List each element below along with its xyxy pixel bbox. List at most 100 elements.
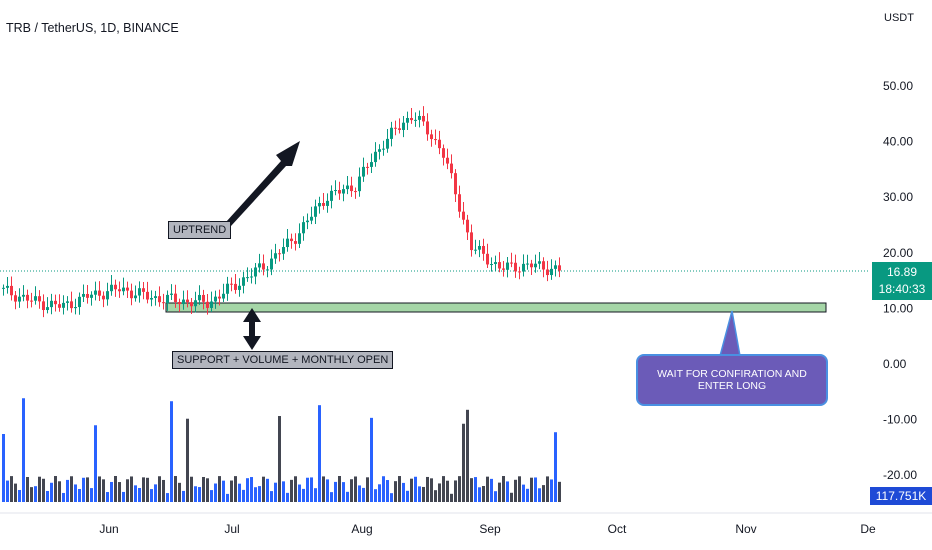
volume-bar bbox=[46, 491, 49, 502]
candle-body bbox=[150, 298, 153, 300]
candle-body bbox=[302, 222, 305, 234]
candle-body bbox=[238, 285, 241, 290]
candle-body bbox=[218, 296, 221, 299]
volume-bar bbox=[26, 477, 29, 502]
candle-body bbox=[26, 294, 29, 301]
candle-body bbox=[538, 261, 541, 264]
volume-bar bbox=[90, 488, 93, 502]
volume-bar bbox=[254, 487, 257, 502]
volume-bar bbox=[302, 488, 305, 502]
volume-bar bbox=[138, 488, 141, 502]
volume-bar bbox=[390, 493, 393, 502]
candle-body bbox=[170, 293, 173, 295]
candle-body bbox=[354, 191, 357, 193]
candle-body bbox=[534, 263, 537, 268]
candle-body bbox=[506, 262, 509, 270]
candle-body bbox=[286, 238, 289, 248]
candle-body bbox=[514, 262, 517, 272]
volume-bar bbox=[410, 478, 413, 502]
candle-body bbox=[330, 190, 333, 201]
candle-body bbox=[134, 295, 137, 299]
candle-body bbox=[74, 307, 77, 309]
volume-bar bbox=[446, 480, 449, 502]
candles bbox=[2, 106, 561, 318]
candle-body bbox=[434, 139, 437, 141]
candle-body bbox=[186, 299, 189, 303]
candle-body bbox=[34, 296, 37, 301]
volume-bar bbox=[506, 481, 509, 502]
volume-bar bbox=[526, 488, 529, 502]
candle-body bbox=[38, 296, 41, 302]
volume-bar bbox=[158, 476, 161, 502]
volume-bar bbox=[258, 486, 261, 502]
volume-bar bbox=[370, 417, 373, 502]
volume-bar bbox=[10, 476, 13, 502]
volume-bar bbox=[470, 478, 473, 502]
volume-bar bbox=[426, 476, 429, 502]
volume-bar bbox=[326, 479, 329, 502]
volume-bar bbox=[414, 476, 417, 502]
volume-bar bbox=[278, 416, 281, 502]
candle-body bbox=[90, 294, 93, 298]
volume-bar bbox=[342, 482, 345, 502]
symbol-title[interactable]: TRB / TetherUS, 1D, BINANCE bbox=[6, 21, 179, 35]
candle-body bbox=[298, 233, 301, 244]
candle-body bbox=[122, 287, 125, 292]
volume-bar bbox=[50, 482, 53, 502]
volume-bar bbox=[478, 487, 481, 502]
candle-body bbox=[438, 139, 441, 149]
uptrend-note[interactable]: UPTREND bbox=[168, 221, 232, 239]
volume-bar bbox=[518, 476, 521, 502]
time-tick-label: Aug bbox=[351, 522, 372, 536]
volume-bar bbox=[294, 476, 297, 502]
candle-body bbox=[386, 138, 389, 149]
volume-bar bbox=[262, 476, 265, 502]
volume-bar bbox=[522, 484, 525, 502]
volume-bar bbox=[430, 478, 433, 502]
candle-body bbox=[326, 200, 329, 206]
volume-bar bbox=[94, 425, 97, 502]
volume-bar bbox=[238, 483, 241, 502]
candle-body bbox=[322, 203, 325, 206]
support-note[interactable]: SUPPORT + VOLUME + MONTHLY OPEN bbox=[172, 351, 394, 369]
candle-body bbox=[310, 216, 313, 221]
support-zone bbox=[165, 302, 827, 313]
volume-bar bbox=[58, 481, 61, 502]
volume-bar bbox=[466, 409, 469, 502]
candle-body bbox=[510, 262, 513, 264]
volume-bar bbox=[266, 478, 269, 502]
candle-body bbox=[266, 269, 269, 271]
confirmation-callout[interactable]: WAIT FOR CONFIRATION AND ENTER LONG bbox=[636, 354, 828, 406]
candle-body bbox=[10, 285, 13, 296]
candle-body bbox=[42, 301, 45, 311]
candle-body bbox=[162, 302, 165, 304]
volume-bar bbox=[130, 476, 133, 502]
candle-body bbox=[518, 271, 521, 273]
volume-bar bbox=[34, 486, 37, 502]
volume-bars bbox=[2, 398, 561, 502]
time-tick-label: Oct bbox=[608, 522, 627, 536]
volume-bar bbox=[394, 481, 397, 502]
volume-bar bbox=[18, 489, 21, 502]
volume-bar bbox=[70, 476, 73, 502]
volume-bar bbox=[498, 482, 501, 502]
candle-body bbox=[454, 173, 457, 195]
callout-text: WAIT FOR CONFIRATION AND ENTER LONG bbox=[657, 368, 807, 392]
candle-body bbox=[530, 263, 533, 268]
candle-body bbox=[294, 241, 297, 244]
candle-body bbox=[338, 190, 341, 194]
candle-body bbox=[458, 194, 461, 212]
candle-body bbox=[234, 283, 237, 290]
candle-body bbox=[550, 268, 553, 276]
candle-body bbox=[362, 166, 365, 177]
candle-body bbox=[190, 302, 193, 307]
candle-body bbox=[334, 190, 337, 192]
price-tick-label: 30.00 bbox=[883, 190, 913, 204]
candle-body bbox=[154, 296, 157, 299]
price-tick-label: 20.00 bbox=[883, 246, 913, 260]
volume-bar bbox=[78, 488, 81, 502]
candle-body bbox=[486, 253, 489, 265]
candle-body bbox=[346, 185, 349, 190]
candle-body bbox=[166, 294, 169, 304]
